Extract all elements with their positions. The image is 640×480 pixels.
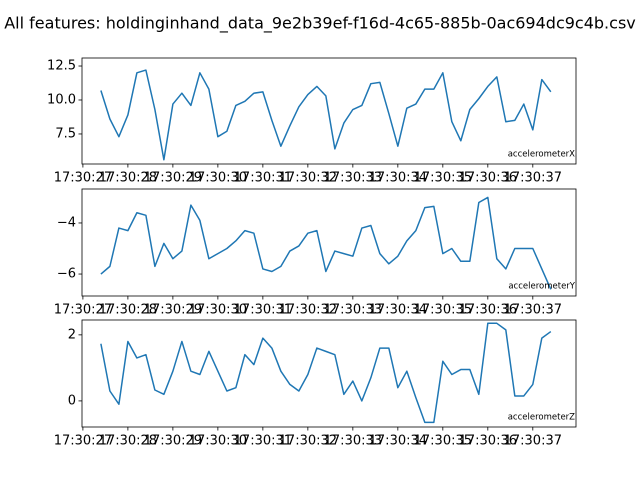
x-tick-label: 17:30:37: [504, 171, 562, 186]
x-tick-label: 17:30:31: [234, 434, 292, 449]
x-tick-label: 17:30:34: [369, 303, 427, 318]
legend-label: accelerometerX: [508, 150, 575, 160]
x-tick-label: 17:30:32: [279, 303, 337, 318]
data-line: [100, 322, 552, 424]
y-tick-label: 7.5: [55, 126, 76, 141]
x-tick-label: 17:30:32: [279, 171, 337, 186]
axes-frame: [81, 319, 577, 428]
x-tick-label: 17:30:31: [234, 171, 292, 186]
x-tick-label: 17:30:28: [99, 303, 157, 318]
legend-label: accelerometerZ: [508, 413, 575, 423]
y-tick-label: 0: [68, 393, 76, 408]
y-tick-label: 2: [68, 327, 76, 342]
x-tick-label: 17:30:35: [414, 434, 472, 449]
y-tick-label: −4: [57, 215, 76, 230]
x-tick-label: 17:30:27: [54, 171, 112, 186]
x-tick-label: 17:30:32: [279, 434, 337, 449]
x-tick-label: 17:30:31: [234, 303, 292, 318]
x-tick-label: 17:30:37: [504, 303, 562, 318]
x-tick-label: 17:30:27: [54, 303, 112, 318]
axes-frame: [81, 188, 577, 297]
x-tick-label: 17:30:30: [189, 303, 247, 318]
x-tick-label: 17:30:28: [99, 434, 157, 449]
x-tick-label: 17:30:29: [144, 303, 202, 318]
legend-label: accelerometerY: [508, 282, 575, 292]
y-tick-label: 10.0: [47, 92, 76, 107]
x-tick-label: 17:30:33: [324, 171, 382, 186]
x-tick-label: 17:30:34: [369, 171, 427, 186]
x-tick-label: 17:30:27: [54, 434, 112, 449]
x-tick-label: 17:30:30: [189, 171, 247, 186]
x-tick-label: 17:30:29: [144, 171, 202, 186]
axes-frame: [81, 57, 577, 165]
x-tick-label: 17:30:33: [324, 434, 382, 449]
x-tick-label: 17:30:36: [459, 434, 517, 449]
x-tick-label: 17:30:36: [459, 171, 517, 186]
x-tick-label: 17:30:29: [144, 434, 202, 449]
x-tick-label: 17:30:37: [504, 434, 562, 449]
data-line: [100, 69, 552, 161]
x-tick-label: 17:30:35: [414, 303, 472, 318]
data-line: [100, 196, 552, 290]
figure-title: All features: holdinginhand_data_9e2b39e…: [4, 14, 636, 34]
y-tick-label: 12.5: [47, 59, 76, 74]
x-tick-label: 17:30:33: [324, 303, 382, 318]
x-tick-label: 17:30:28: [99, 171, 157, 186]
x-tick-label: 17:30:36: [459, 303, 517, 318]
x-tick-label: 17:30:35: [414, 171, 472, 186]
y-tick-label: −6: [57, 267, 76, 282]
x-tick-label: 17:30:34: [369, 434, 427, 449]
x-tick-label: 17:30:30: [189, 434, 247, 449]
